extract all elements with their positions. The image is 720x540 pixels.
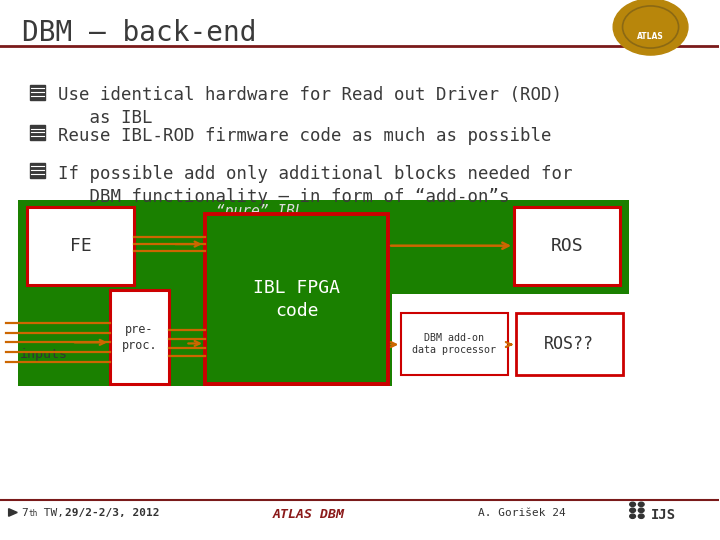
Text: TW,: TW, [37,508,71,518]
Text: IJS: IJS [652,508,676,522]
Circle shape [630,502,636,507]
Text: “pure” IBL: “pure” IBL [216,204,303,219]
Text: Reuse IBL-ROD firmware code as much as possible: Reuse IBL-ROD firmware code as much as p… [58,127,551,145]
Circle shape [639,508,644,512]
Text: ROS??: ROS?? [544,335,594,353]
Bar [18,294,392,386]
Circle shape [639,514,644,518]
Bar [516,313,623,375]
Text: If possible add only additional blocks needed for
   DBM functionality – in form: If possible add only additional blocks n… [58,165,572,206]
Text: 29/2-2/3, 2012: 29/2-2/3, 2012 [65,508,159,518]
Bar [30,125,45,140]
Text: IBL FPGA
code: IBL FPGA code [253,279,340,320]
Bar [205,214,388,384]
Text: pre-
proc.: pre- proc. [122,323,157,352]
Text: ROS: ROS [551,237,583,255]
Bar [30,163,45,178]
Text: A. Gorišek 24: A. Gorišek 24 [478,508,566,518]
Text: ATLAS DBM: ATLAS DBM [273,508,345,521]
Bar [514,207,621,285]
Circle shape [630,508,636,512]
Text: Use identical hardware for Read out Driver (ROD)
   as IBL: Use identical hardware for Read out Driv… [58,86,562,127]
Text: FE: FE [70,237,91,255]
Circle shape [630,514,636,518]
Bar [401,313,508,375]
Polygon shape [9,509,17,516]
Bar [27,207,134,285]
Text: DBM – back-end: DBM – back-end [22,19,256,47]
Circle shape [639,502,644,507]
Text: DBM add-on
data processor: DBM add-on data processor [413,333,496,355]
Text: 7: 7 [22,508,28,518]
Bar [18,200,629,294]
Text: inputs: inputs [20,348,68,361]
Text: ATLAS: ATLAS [637,32,664,41]
Bar [110,290,169,384]
Circle shape [613,0,688,55]
Text: th: th [29,509,38,518]
Bar [30,85,45,100]
